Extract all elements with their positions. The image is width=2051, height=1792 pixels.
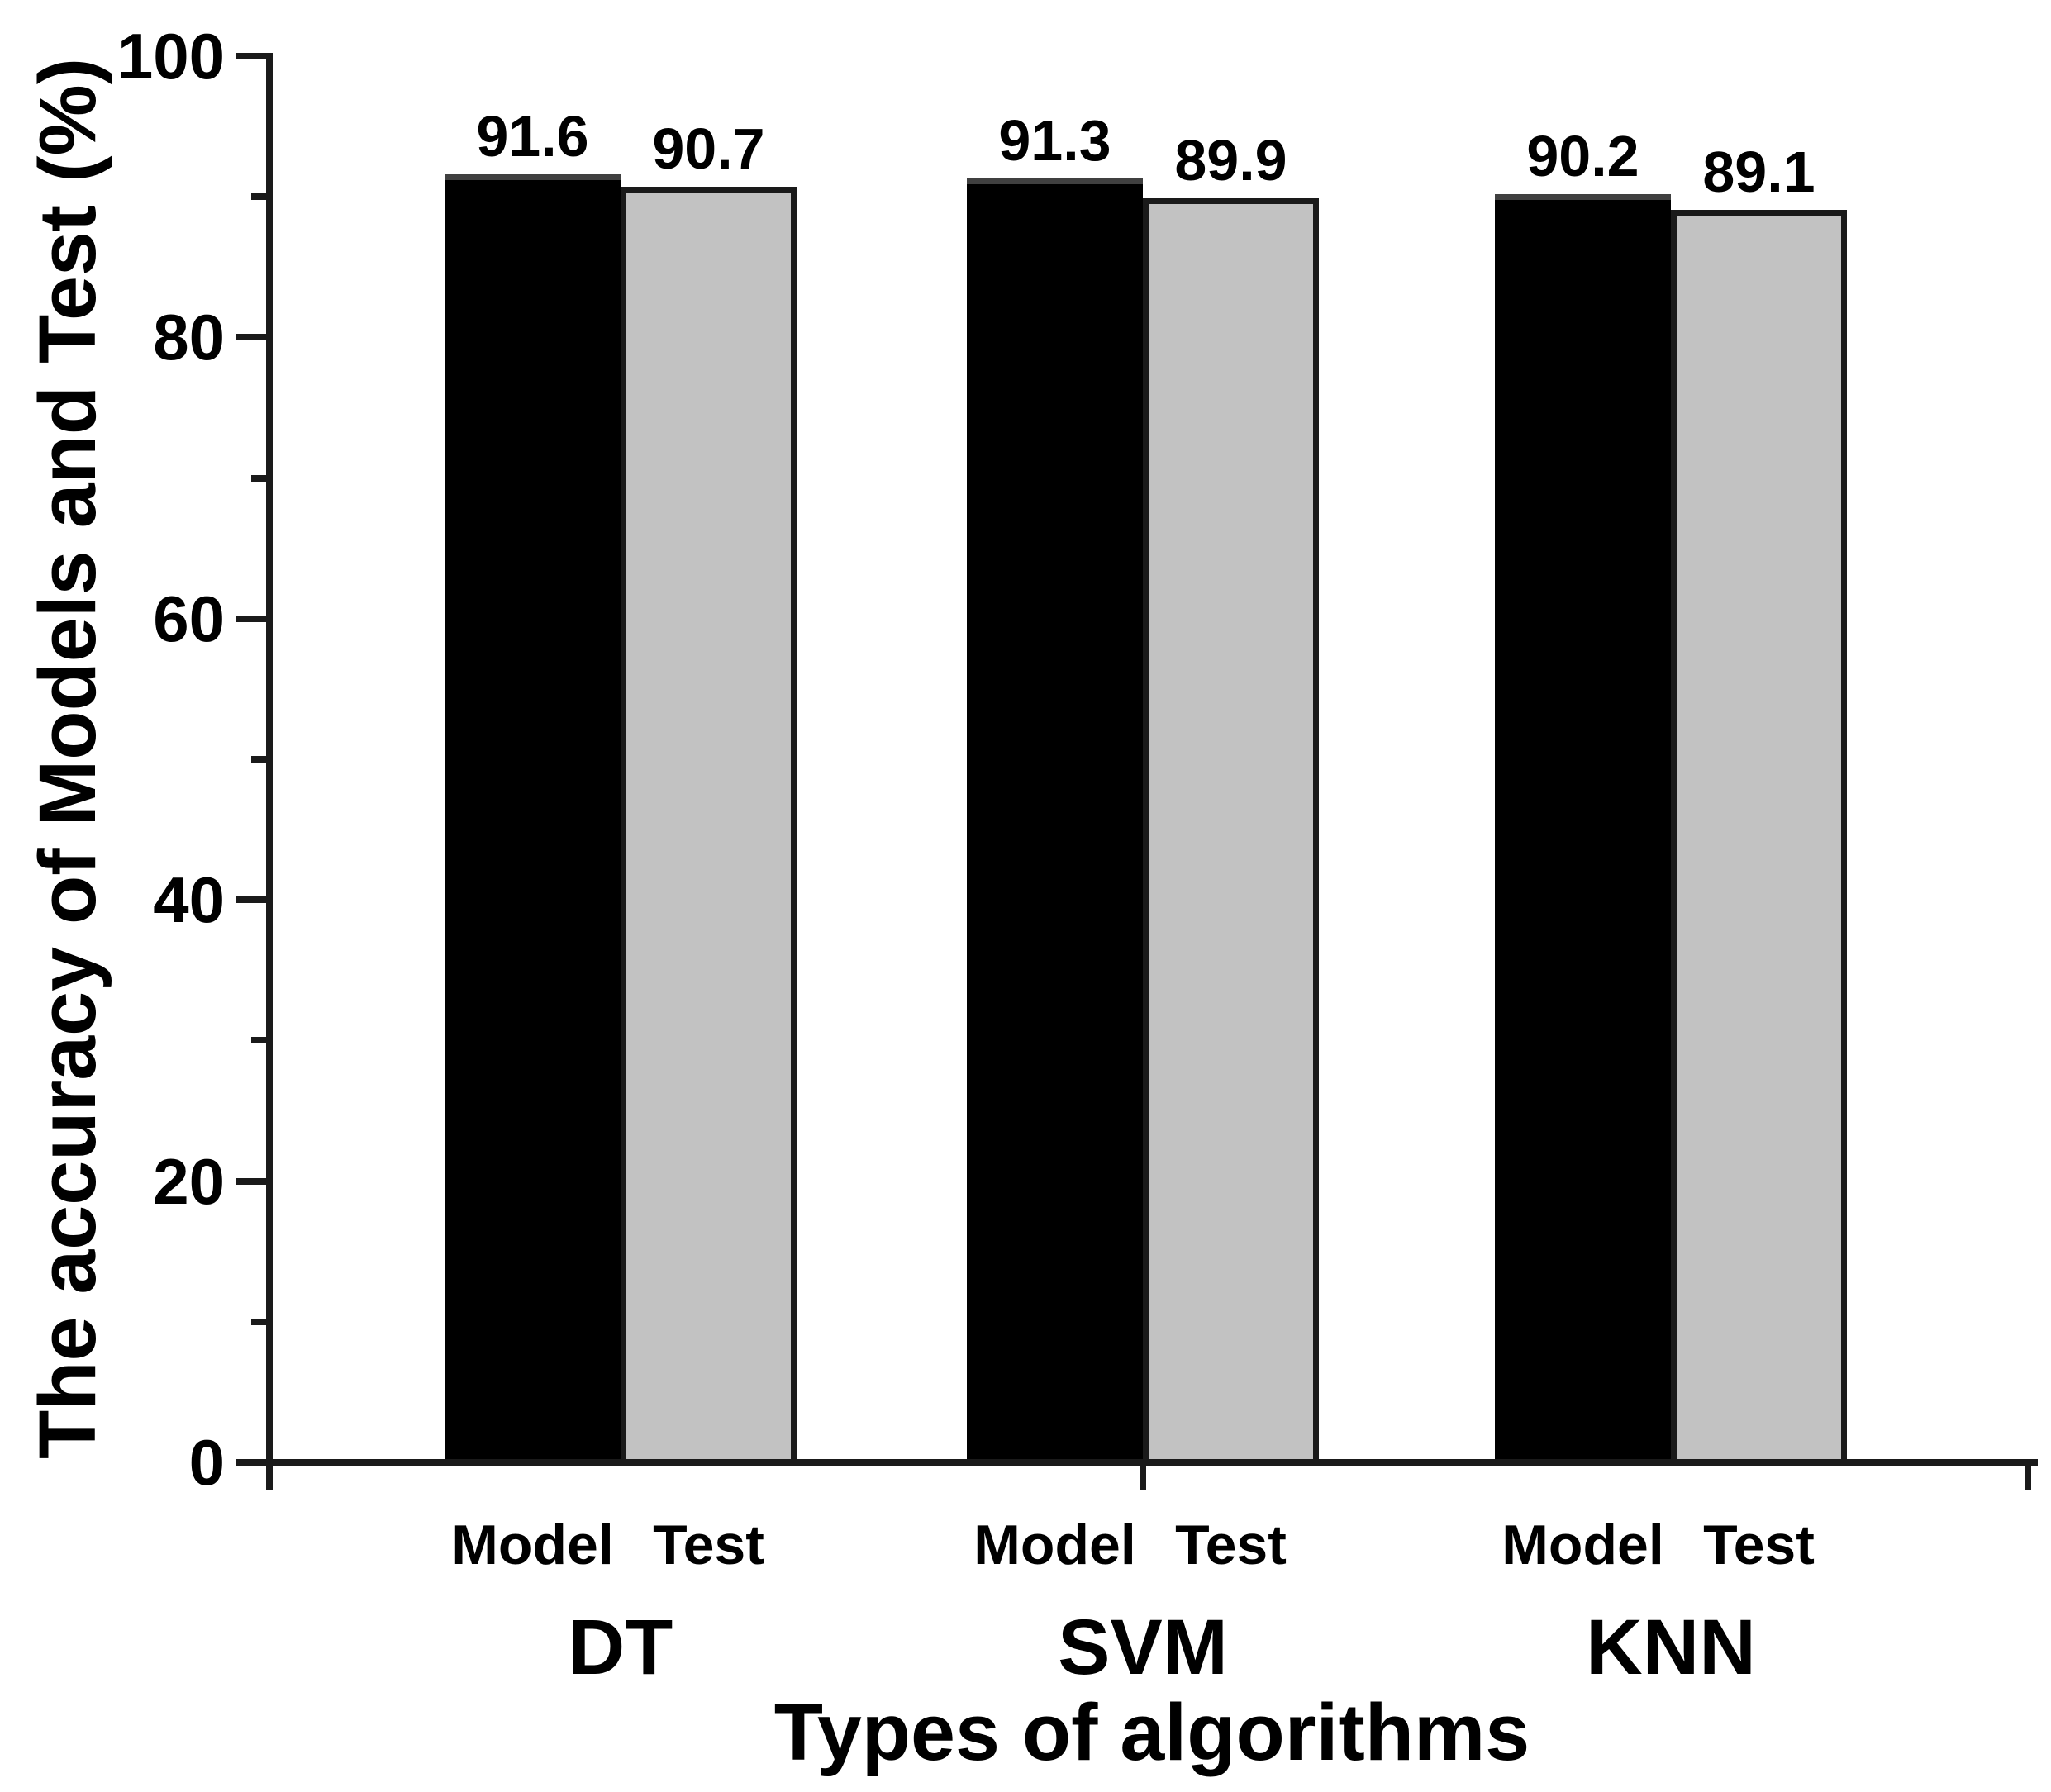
x-axis-title: Types of algorithms	[773, 1687, 1530, 1777]
y-tick-label: 80	[153, 301, 225, 374]
series-label-test: Test	[1703, 1514, 1815, 1576]
bar-value-label: 90.2	[1526, 123, 1639, 188]
bar-model-svm	[967, 178, 1143, 1466]
y-minor-tick	[251, 756, 266, 763]
y-major-tick	[236, 896, 266, 904]
bar-value-label: 89.9	[1174, 127, 1287, 193]
y-tick-label: 20	[153, 1144, 225, 1218]
y-major-tick	[236, 615, 266, 622]
bar-value-label: 90.7	[652, 116, 765, 182]
y-minor-tick	[251, 474, 266, 482]
y-major-tick	[236, 1177, 266, 1185]
y-tick-label: 40	[153, 863, 225, 937]
x-tick	[1140, 1466, 1146, 1490]
x-tick	[2025, 1466, 2031, 1490]
y-tick-label: 100	[117, 20, 225, 93]
y-minor-tick	[251, 193, 266, 201]
y-tick-label: 0	[188, 1426, 225, 1499]
series-label-model: Model	[1501, 1514, 1664, 1576]
y-tick-label: 60	[153, 582, 225, 655]
y-major-tick	[236, 1459, 266, 1466]
bar-value-label: 89.1	[1702, 139, 1815, 204]
bar-model-knn	[1495, 193, 1671, 1466]
category-label-dt: DT	[568, 1604, 673, 1691]
bar-value-label: 91.3	[998, 108, 1111, 173]
category-label-svm: SVM	[1058, 1604, 1228, 1691]
y-major-tick	[236, 334, 266, 341]
bar-test-svm	[1143, 197, 1319, 1466]
bar-value-label: 91.6	[476, 103, 589, 169]
bar-model-dt	[445, 173, 621, 1466]
series-label-model: Model	[451, 1514, 614, 1576]
y-major-tick	[236, 53, 266, 59]
series-label-test: Test	[653, 1514, 764, 1576]
x-axis-line	[266, 1459, 2038, 1466]
bar-test-dt	[621, 187, 797, 1466]
bar-test-knn	[1671, 209, 1847, 1466]
series-label-model: Model	[973, 1514, 1136, 1576]
category-label-knn: KNN	[1586, 1604, 1756, 1691]
series-label-test: Test	[1175, 1514, 1287, 1576]
y-axis-line	[266, 53, 273, 1490]
y-minor-tick	[251, 1318, 266, 1325]
y-minor-tick	[251, 1037, 266, 1044]
